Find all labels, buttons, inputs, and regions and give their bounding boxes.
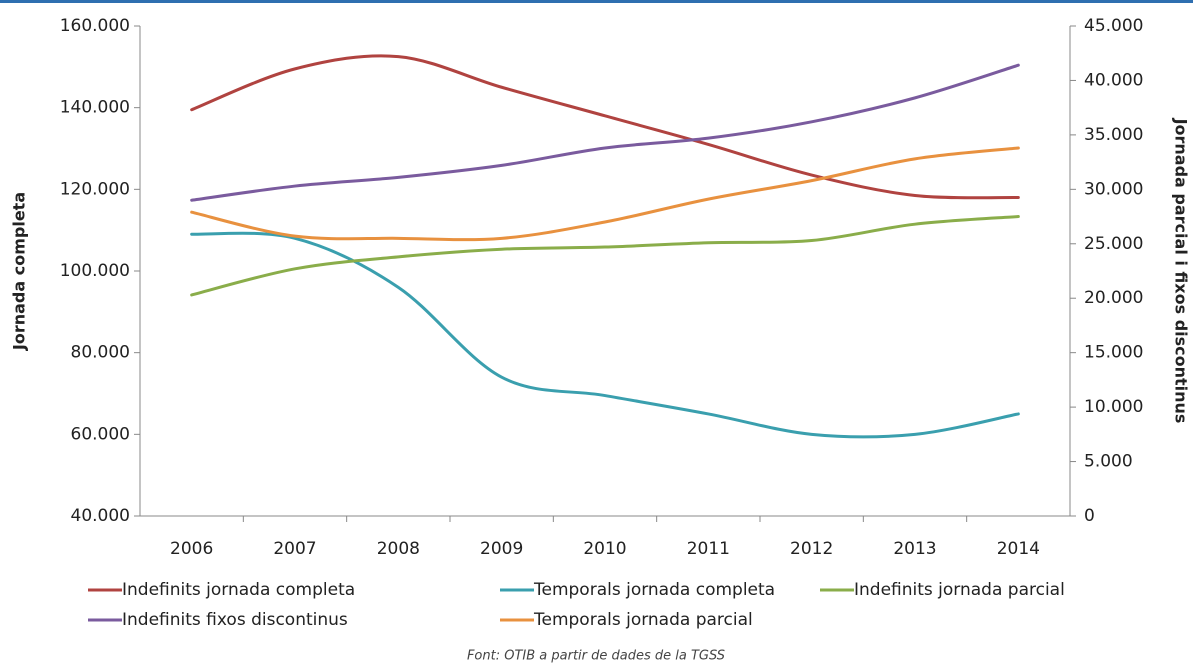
- y2-tick-label: 45.000: [1084, 16, 1143, 36]
- y2-tick-label: 0: [1084, 506, 1095, 526]
- y-tick-label: 40.000: [71, 506, 130, 526]
- x-tick-label: 2014: [997, 539, 1040, 559]
- y-tick-label: 120.000: [60, 179, 130, 199]
- legend-label: Temporals jornada completa: [533, 580, 775, 600]
- series-line: [190, 231, 1020, 439]
- legend-label: Indefinits fixos discontinus: [122, 610, 348, 630]
- x-tick-label: 2013: [893, 539, 936, 559]
- y-tick-label: 140.000: [60, 98, 130, 118]
- series-line: [190, 215, 1020, 297]
- y2-axis-title: Jornada parcial i fixos discontinus: [1172, 118, 1191, 424]
- legend-label: Indefinits jornada completa: [122, 580, 355, 600]
- y-tick-label: 100.000: [60, 261, 130, 281]
- legend-label: Temporals jornada parcial: [533, 610, 753, 630]
- series-line: [190, 54, 1020, 200]
- y2-tick-label: 30.000: [1084, 179, 1143, 199]
- y2-tick-label: 15.000: [1084, 343, 1143, 363]
- y-tick-label: 80.000: [71, 343, 130, 363]
- x-tick-label: 2011: [687, 539, 730, 559]
- x-tick-label: 2006: [170, 539, 213, 559]
- x-tick-label: 2009: [480, 539, 523, 559]
- x-tick-label: 2008: [377, 539, 420, 559]
- y-axis-title: Jornada completa: [10, 192, 29, 351]
- x-tick-label: 2010: [583, 539, 626, 559]
- series-line: [190, 63, 1020, 202]
- top-rule: [0, 0, 1193, 3]
- series-line: [190, 146, 1020, 242]
- x-tick-label: 2012: [790, 539, 833, 559]
- y2-tick-label: 20.000: [1084, 288, 1143, 308]
- y2-tick-label: 10.000: [1084, 397, 1143, 417]
- y2-tick-label: 35.000: [1084, 125, 1143, 145]
- y2-tick-label: 25.000: [1084, 234, 1143, 254]
- x-tick-label: 2007: [273, 539, 316, 559]
- legend-label: Indefinits jornada parcial: [854, 580, 1065, 600]
- y-tick-label: 60.000: [71, 424, 130, 444]
- source-note: Font: OTIB a partir de dades de la TGSS: [467, 649, 725, 664]
- y2-tick-label: 40.000: [1084, 70, 1143, 90]
- y2-tick-label: 5.000: [1084, 452, 1133, 472]
- y-tick-label: 160.000: [60, 16, 130, 36]
